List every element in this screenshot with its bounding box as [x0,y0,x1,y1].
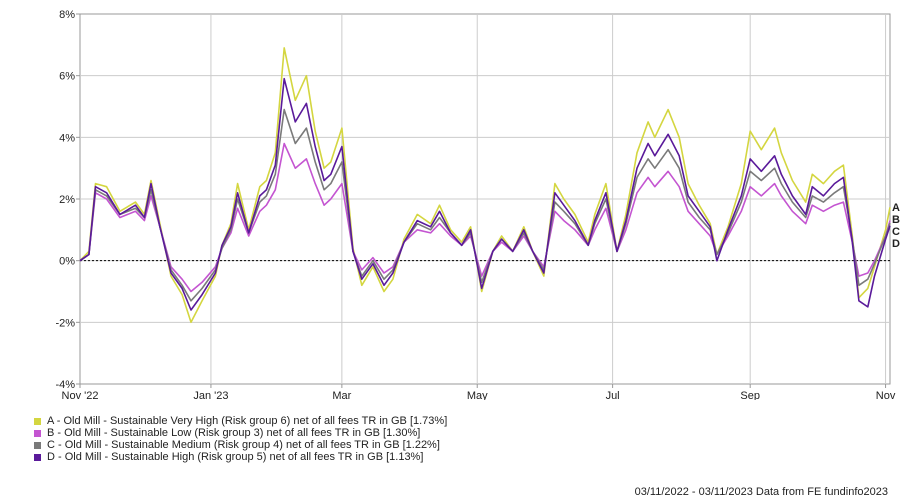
series-end-label-a: A [892,202,900,214]
x-tick-label: Mar [332,390,351,400]
x-tick-label: Jul [606,390,620,400]
y-axis: -4% -2% 0% 2% 4% 6% 8% [55,9,80,391]
legend-label: B - Old Mill - Sustainable Low (Risk gro… [47,427,421,439]
y-tick-label: 6% [59,71,75,83]
y-tick-label: 2% [59,194,75,206]
legend-item-d: D - Old Mill - Sustainable High (Risk gr… [34,451,447,463]
legend-item-b: B - Old Mill - Sustainable Low (Risk gro… [34,427,447,439]
legend-swatch [34,441,41,449]
legend: A - Old Mill - Sustainable Very High (Ri… [34,415,447,463]
x-tick-label: Sep [740,390,760,400]
legend-item-c: C - Old Mill - Sustainable Medium (Risk … [34,439,447,451]
legend-swatch [34,417,41,425]
series-end-label-d: D [892,238,900,250]
legend-swatch [34,429,41,437]
grid-lines [80,14,890,384]
y-tick-label: 0% [59,256,75,268]
line-chart: -4% -2% 0% 2% 4% 6% 8% Nov '22 Jan '23 Mar May Jul… [55,9,900,400]
x-axis: Nov '22 Jan '23 Mar May Jul Sep Nov [62,384,896,400]
series-line-d [79,77,891,311]
legend-label: C - Old Mill - Sustainable Medium (Risk … [47,439,440,451]
legend-item-a: A - Old Mill - Sustainable Very High (Ri… [34,415,447,427]
footer-source-text: 03/11/2022 - 03/11/2023 Data from FE fun… [634,486,888,498]
y-tick-label: -2% [55,317,75,329]
y-tick-label: 4% [59,132,75,144]
series-lines [79,47,891,324]
series-end-label-b: B [892,214,900,226]
x-tick-label: May [467,390,488,400]
legend-label: A - Old Mill - Sustainable Very High (Ri… [47,415,448,427]
legend-label: D - Old Mill - Sustainable High (Risk gr… [47,451,424,463]
y-tick-label: -4% [55,379,75,391]
x-tick-label: Nov [876,390,896,400]
y-tick-label: 8% [59,9,75,21]
x-tick-label: Nov '22 [62,390,99,400]
series-end-label-c: C [892,226,900,238]
legend-swatch [34,453,41,461]
x-tick-label: Jan '23 [193,390,228,400]
